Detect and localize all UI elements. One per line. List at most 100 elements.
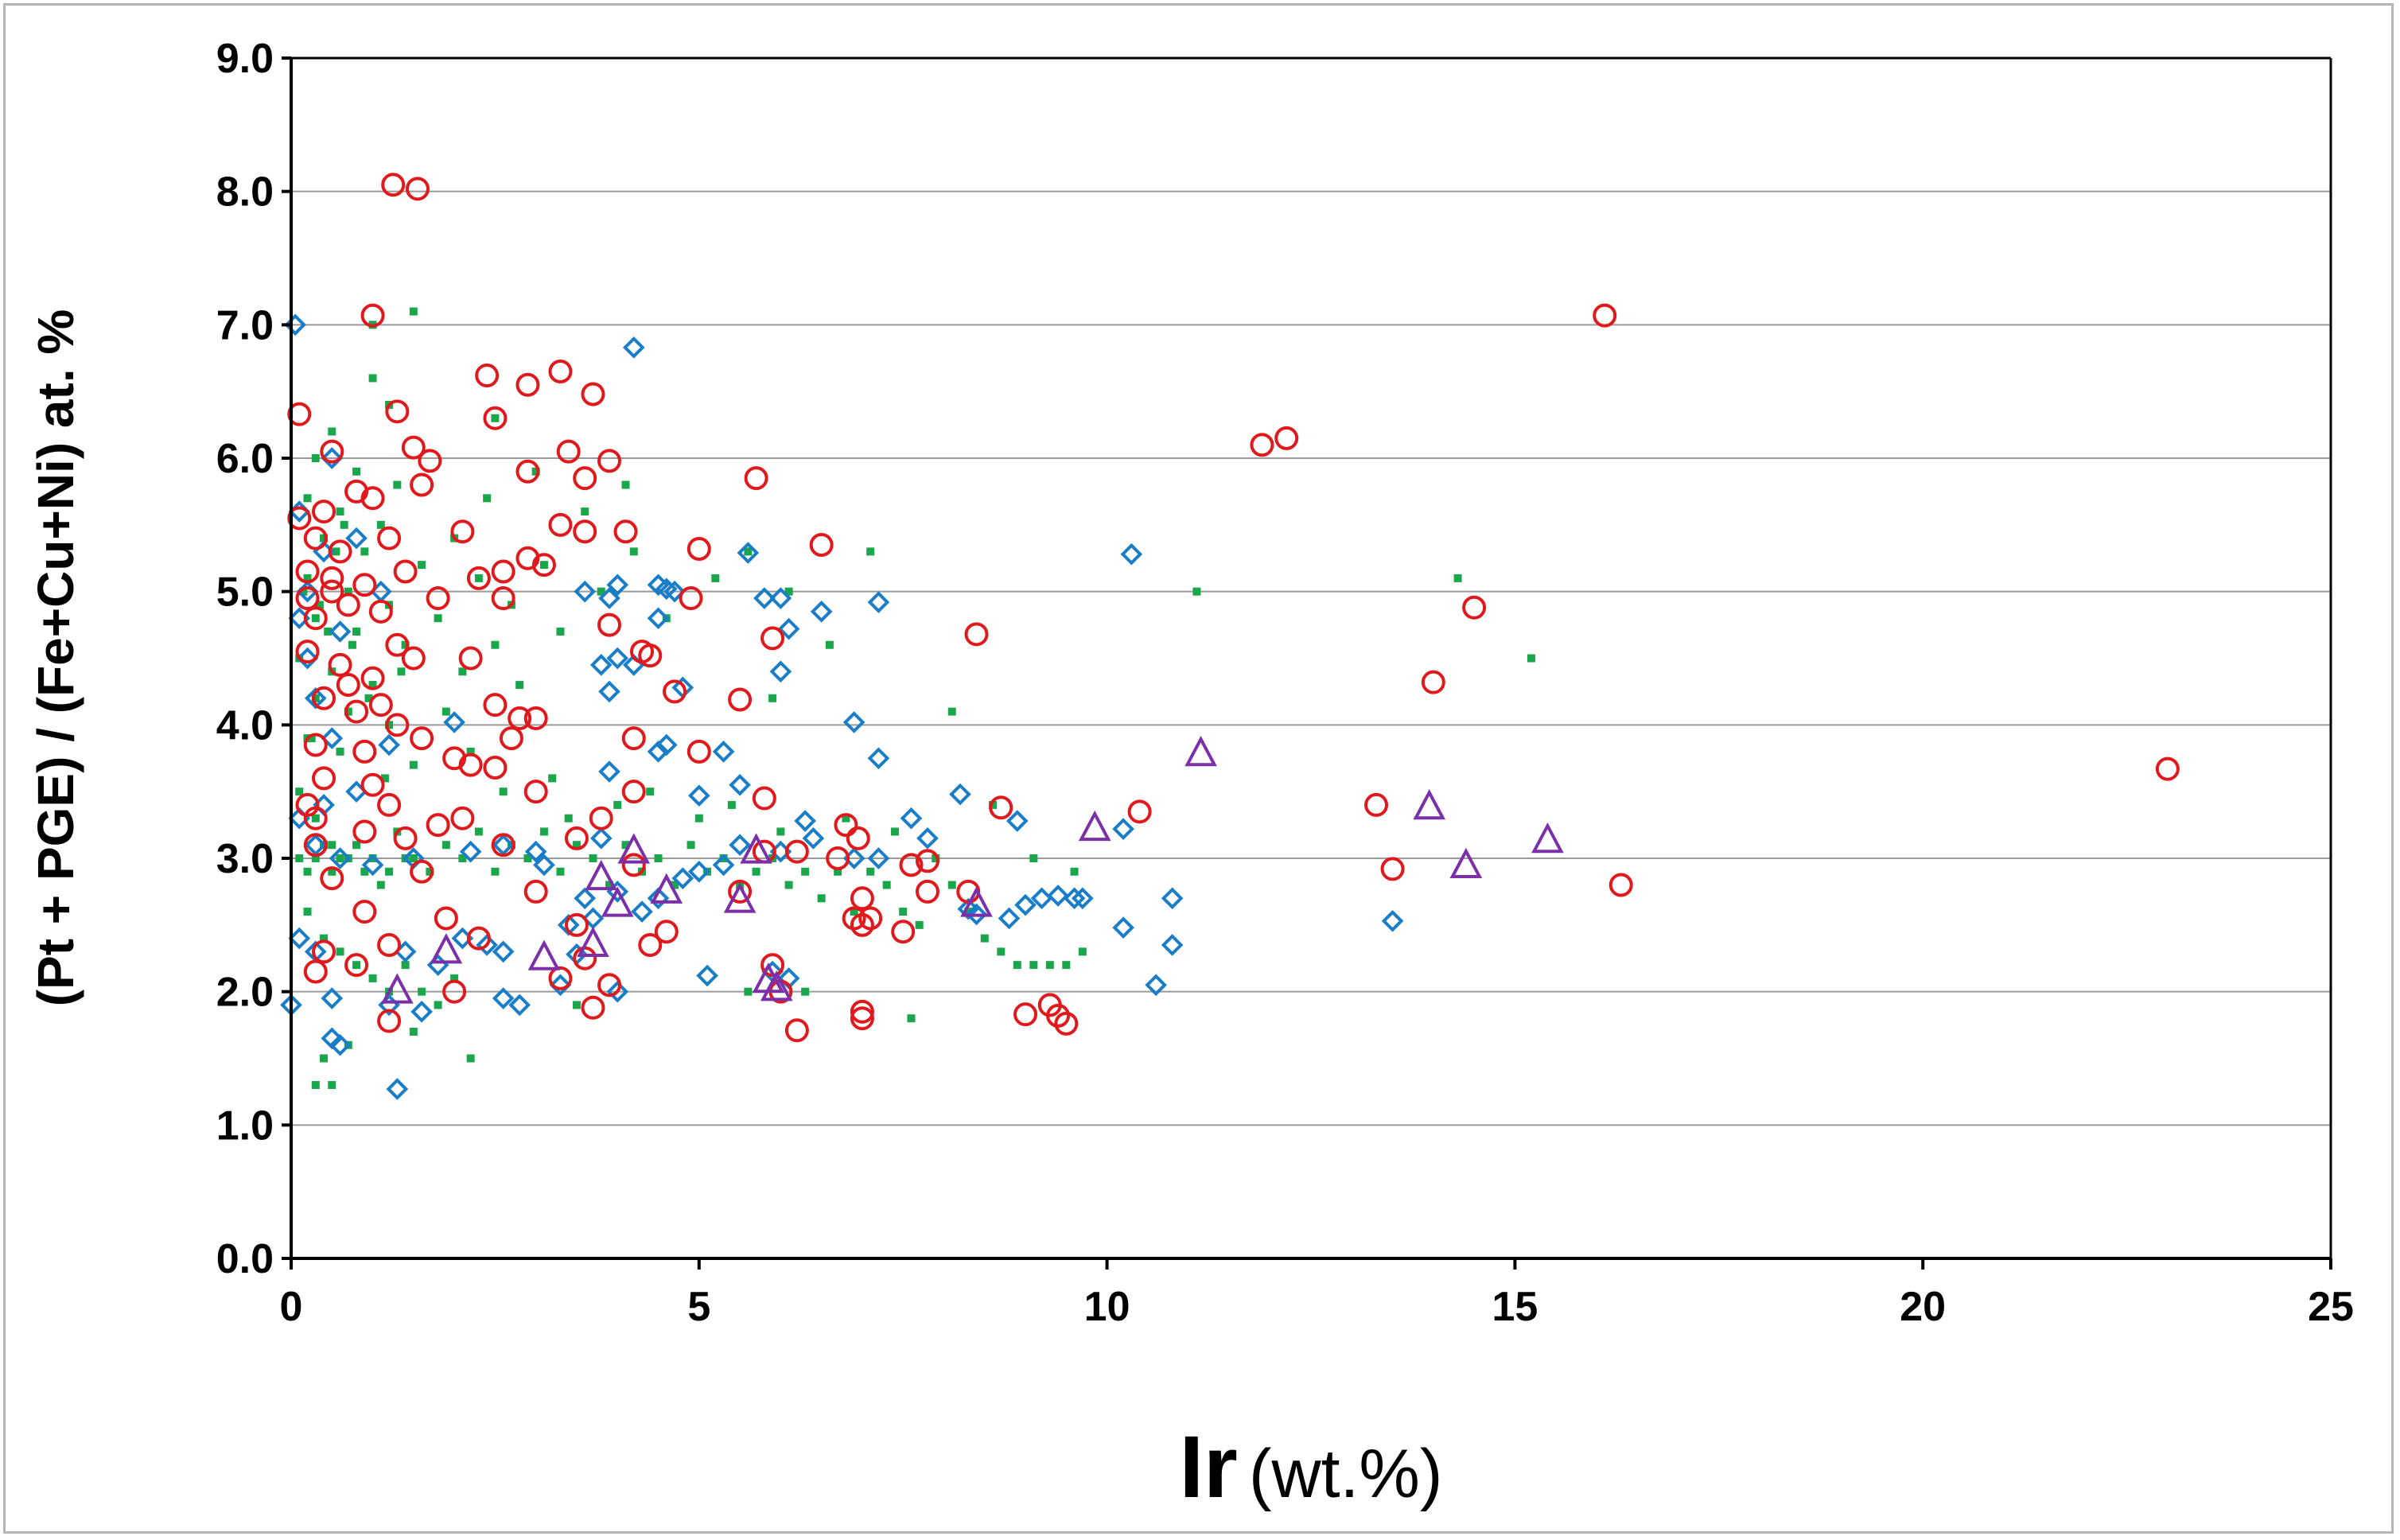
- data-point-square: [344, 587, 352, 596]
- y-tick-label: 6.0: [216, 436, 274, 482]
- data-point-diamond: [794, 810, 816, 832]
- data-point-square: [915, 920, 924, 929]
- data-point-square: [328, 1081, 336, 1090]
- data-point-circle: [1364, 792, 1389, 817]
- data-point-square: [899, 908, 908, 916]
- data-point-diamond: [810, 600, 833, 623]
- data-point-diamond: [769, 587, 792, 609]
- data-point-circle: [564, 912, 589, 937]
- data-point-diamond: [321, 447, 344, 469]
- data-point-square: [1029, 854, 1038, 862]
- data-point-circle: [1462, 595, 1487, 620]
- data-point-square: [752, 867, 760, 876]
- data-point-circle: [621, 726, 646, 751]
- data-point-diamond: [900, 807, 923, 830]
- data-point-diamond: [606, 980, 629, 1003]
- data-point-circle: [638, 644, 663, 668]
- data-point-square: [1070, 867, 1079, 876]
- data-point-square: [621, 841, 630, 850]
- data-point-square: [491, 414, 500, 422]
- x-axis-label: Ir (wt.%): [1179, 1418, 1442, 1516]
- data-point-circle: [336, 593, 360, 617]
- data-point-square: [311, 694, 320, 702]
- data-point-circle: [2155, 756, 2180, 781]
- data-point-square: [548, 774, 557, 783]
- x-tick-label: 20: [1900, 1284, 1946, 1330]
- data-point-square: [694, 814, 703, 822]
- data-point-circle: [368, 599, 393, 624]
- data-point-diamond: [622, 336, 645, 359]
- data-point-square: [671, 881, 679, 889]
- x-tick-label: 10: [1084, 1284, 1130, 1330]
- x-axis-label-unit: (wt.%): [1249, 1436, 1443, 1512]
- series-red-circles: [287, 173, 2180, 1043]
- data-point-circle: [434, 906, 458, 931]
- data-point-square: [654, 854, 663, 862]
- data-point-diamond: [647, 607, 670, 630]
- data-point-diamond: [296, 647, 319, 670]
- data-point-diamond: [965, 903, 988, 926]
- data-point-square: [980, 934, 989, 943]
- data-point-square: [866, 867, 875, 876]
- data-point-square: [523, 854, 532, 862]
- data-point-square: [441, 707, 450, 716]
- data-point-square: [360, 547, 369, 556]
- data-point-square: [307, 734, 316, 743]
- data-point-diamond: [1014, 893, 1037, 916]
- data-point-diamond: [574, 580, 597, 603]
- data-point-square: [336, 747, 344, 756]
- data-point-diamond: [647, 741, 670, 763]
- data-point-circle: [466, 926, 491, 951]
- data-point-circle: [312, 500, 336, 524]
- data-point-circle: [523, 780, 548, 804]
- data-point-circle: [287, 402, 312, 426]
- data-point-square: [466, 747, 475, 756]
- data-point-circle: [679, 586, 703, 611]
- data-point-square: [572, 1001, 581, 1009]
- data-point-square: [646, 788, 655, 796]
- data-point-circle: [320, 439, 344, 464]
- data-point-square: [328, 841, 336, 850]
- data-point-triangle: [577, 926, 609, 957]
- data-point-diamond: [1072, 887, 1094, 910]
- data-point-circle: [1046, 1003, 1071, 1028]
- data-point-diamond: [443, 711, 465, 733]
- y-tick-label: 2.0: [216, 970, 274, 1016]
- data-point-square: [1192, 587, 1201, 596]
- data-point-circle: [597, 449, 621, 473]
- data-point-square: [572, 841, 581, 850]
- data-point-circle: [381, 173, 406, 197]
- data-point-circle: [621, 853, 646, 877]
- data-point-circle: [401, 435, 426, 460]
- data-point-diamond: [476, 934, 498, 956]
- data-point-diamond: [1161, 934, 1184, 956]
- data-point-circle: [303, 526, 328, 550]
- data-point-square: [1045, 961, 1054, 970]
- data-point-square: [368, 974, 377, 982]
- data-point-circle: [899, 853, 924, 877]
- data-point-circle: [850, 912, 874, 937]
- data-point-circle: [303, 833, 328, 858]
- data-point-diamond: [867, 747, 890, 770]
- data-point-square: [474, 827, 483, 836]
- data-point-circle: [687, 739, 711, 764]
- data-point-diamond: [508, 994, 531, 1017]
- data-point-square: [581, 508, 589, 516]
- data-point-diamond: [378, 733, 400, 756]
- data-point-square: [621, 480, 630, 489]
- data-point-circle: [483, 693, 508, 718]
- data-point-circle: [360, 486, 385, 511]
- data-point-triangle: [1413, 789, 1446, 820]
- data-point-circle: [410, 859, 434, 884]
- data-point-diamond: [1120, 542, 1143, 566]
- data-point-diamond: [606, 647, 629, 670]
- data-point-circle: [458, 752, 483, 777]
- data-point-circle: [760, 626, 785, 651]
- data-point-diamond: [410, 1000, 433, 1023]
- data-point-triangle: [723, 882, 757, 913]
- data-point-circle: [466, 566, 491, 590]
- data-point-circle: [834, 813, 858, 838]
- data-point-diamond: [998, 907, 1021, 930]
- data-point-square: [401, 961, 410, 970]
